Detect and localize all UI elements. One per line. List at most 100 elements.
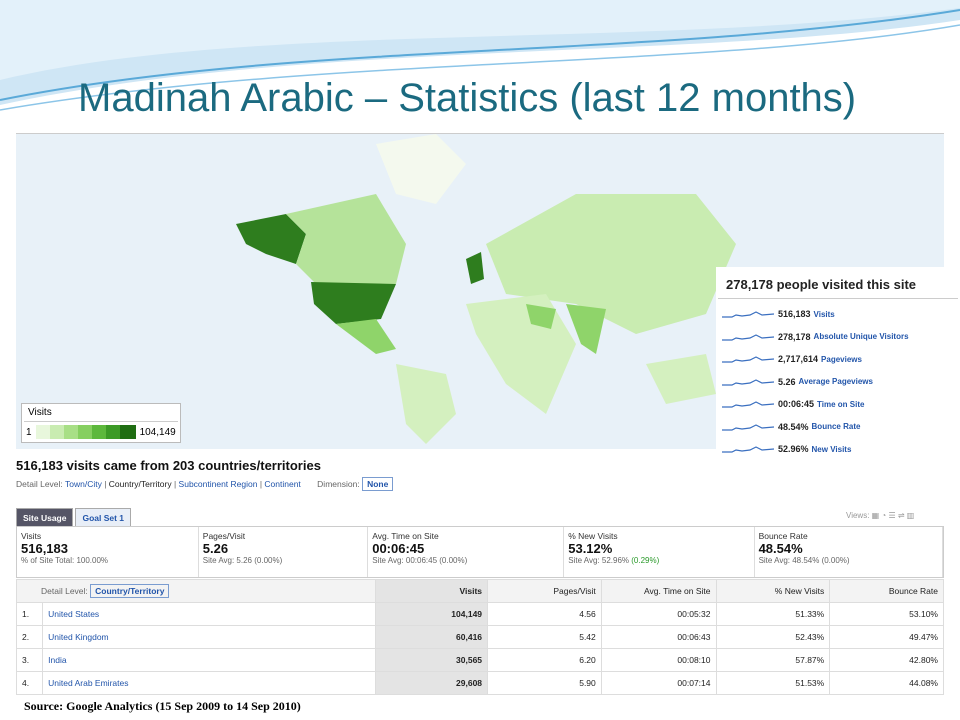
cell: 3. — [15, 648, 44, 672]
country[interactable]: United States — [42, 602, 377, 626]
summary-item: 516,183 Visits — [716, 303, 960, 326]
summary-value: 00:06:45 — [778, 399, 815, 410]
metric-sub: Site Avg: 52.96% — [568, 556, 630, 565]
metric: Visits 516,183% of Site Total: 100.00% — [17, 527, 199, 577]
header-row: Detail Level: Country/Territory Visits Pag… — [15, 579, 944, 603]
cell: 60,416 — [375, 625, 489, 649]
summary-item: 48.54% Bounce Rate — [716, 416, 960, 439]
summary-value: 5.26 — [778, 376, 796, 387]
sparkline — [722, 401, 774, 408]
metric-value: 48.54% — [758, 541, 803, 556]
table-detail-select[interactable]: Country/Territory — [90, 584, 170, 598]
views-label: Views: — [846, 511, 870, 520]
metric-sub: Site Avg: 48.54% (0.00%) — [758, 556, 850, 565]
table-row: 1. United States 104,149 4.56 00:05:32 51.33%… — [15, 602, 944, 626]
metric-sub-line: Site Avg: 48.54% (0.00%) — [759, 556, 938, 565]
map-shapes — [236, 134, 736, 444]
summary-item: 278,178 Absolute Unique Visitors — [716, 326, 960, 349]
summary-label[interactable]: Bounce Rate — [811, 422, 861, 432]
table-detail-label: Detail Level: — [41, 586, 88, 596]
cell: 1. — [15, 602, 44, 626]
table-row: 2. United Kingdom 60,416 5.42 00:06:43 52.43%… — [15, 625, 944, 649]
summary-label[interactable]: Absolute Unique Visitors — [813, 332, 909, 342]
metric: Pages/Visit 5.26 Site Avg: 5.26 (0.00%) — [199, 527, 369, 577]
cell: 52.43% — [715, 625, 831, 649]
summary-item: 52.96% New Visits — [716, 438, 960, 461]
data-table: Detail Level: Country/Territory Visits Pag… — [15, 579, 944, 695]
metric-name: Bounce Rate — [758, 531, 808, 541]
legend-min: 1 — [26, 426, 32, 438]
metric-sub: Site Avg: 5.26 (0.00%) — [202, 556, 283, 565]
cell: 00:06:43 — [600, 625, 717, 649]
metric-sub-line: Site Avg: 5.26 (0.00%) — [203, 556, 363, 565]
cell: 44.08% — [829, 671, 944, 695]
metric-sub-line: % of Site Total: 100.00% — [21, 556, 194, 565]
cell: 6.20 — [487, 648, 602, 672]
sparkline — [722, 334, 774, 341]
detail-option[interactable]: Town/City — [65, 479, 102, 489]
cell: 104,149 — [375, 602, 489, 626]
cell: 57.87% — [715, 648, 831, 672]
column-header[interactable]: % New Visits — [715, 579, 831, 603]
country[interactable]: United Arab Emirates — [42, 671, 377, 695]
sparkline — [722, 424, 774, 431]
column-header[interactable]: Pages/Visit — [487, 579, 602, 603]
cell: 00:07:14 — [600, 671, 717, 695]
header-swoosh — [0, 0, 960, 111]
summary-label[interactable]: Visits — [813, 309, 835, 319]
summary-item: 5.26 Average Pageviews — [716, 371, 960, 394]
country[interactable]: United Kingdom — [42, 625, 377, 649]
summary-value: 516,183 — [778, 309, 811, 320]
metric-sub: % of Site Total: 100.00% — [21, 556, 109, 565]
summary-value: 2,717,614 — [778, 354, 819, 365]
detail-header: Detail Level: Country/Territory — [15, 579, 377, 603]
cell: 5.42 — [487, 625, 602, 649]
legend-max: 104,149 — [139, 426, 176, 438]
tab[interactable]: Goal Set 1 — [75, 508, 132, 527]
cell: 29,608 — [375, 671, 489, 695]
metric-name: Visits — [21, 531, 42, 541]
cell: 51.53% — [715, 671, 831, 695]
cell: 53.10% — [829, 602, 944, 626]
detail-label: Detail Level: — [16, 479, 63, 489]
sparkline — [722, 446, 774, 453]
column-header[interactable]: Visits — [375, 579, 489, 603]
detail-option[interactable]: Subcontinent Region — [178, 479, 258, 489]
cell: 30,565 — [375, 648, 489, 672]
metric-sub-line: Site Avg: 52.96% (0.29%) — [568, 556, 749, 565]
metric-value: 53.12% — [568, 541, 613, 556]
map-legend: Visits 1 104,149 — [21, 403, 181, 443]
dimension-select[interactable]: None — [362, 477, 394, 491]
summary-label[interactable]: Pageviews — [821, 354, 862, 364]
summary-value: 278,178 — [778, 331, 811, 342]
cell: 51.33% — [715, 602, 831, 626]
views: Views: ▦ ◔ ☰ ⇌ ▥ — [846, 511, 915, 520]
metric-name: Pages/Visit — [202, 531, 246, 541]
summary-heading: 278,178 people visited this site — [718, 267, 958, 299]
table-row: 4. United Arab Emirates 29,608 5.90 00:07:14… — [15, 671, 944, 695]
summary-label[interactable]: Time on Site — [817, 399, 865, 409]
tab[interactable]: Site Usage — [16, 508, 74, 527]
detail-level: Detail Level: Town/City | Country/Territ… — [16, 477, 394, 491]
metric-value: 516,183 — [21, 541, 68, 556]
table-row: 3. India 30,565 6.20 00:08:10 57.87% 42.80% — [15, 648, 944, 672]
cell: 49.47% — [829, 625, 944, 649]
summary-label[interactable]: Average Pageviews — [798, 377, 873, 387]
metric-value: 00:06:45 — [372, 541, 425, 556]
cell: 5.90 — [487, 671, 602, 695]
metric-name: % New Visits — [568, 531, 618, 541]
summary-item: 00:06:45 Time on Site — [716, 393, 960, 416]
detail-option[interactable]: Continent — [264, 479, 301, 489]
slide-title: Madinah Arabic – Statistics (last 12 mon… — [78, 76, 857, 120]
dimension-label: Dimension: — [317, 479, 360, 489]
legend-title: Visits — [24, 404, 178, 422]
metric: Bounce Rate 48.54% Site Avg: 48.54% (0.00%… — [755, 527, 943, 577]
column-header[interactable]: Bounce Rate — [829, 579, 944, 603]
summary-label[interactable]: New Visits — [811, 444, 852, 454]
column-header[interactable]: Avg. Time on Site — [600, 579, 717, 603]
cell: 00:08:10 — [600, 648, 717, 672]
country[interactable]: India — [42, 648, 377, 672]
metric: % New Visits 53.12% Site Avg: 52.96% (0.29… — [564, 527, 755, 577]
summary-value: 48.54% — [778, 421, 809, 432]
